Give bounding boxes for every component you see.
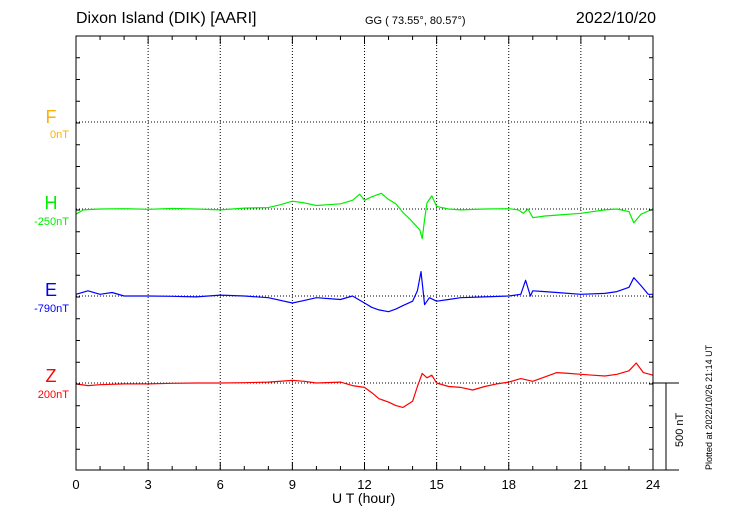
x-tick-label: 3 xyxy=(145,477,152,492)
series-line-z xyxy=(75,362,654,408)
channel-f-baseline: 0nT xyxy=(50,129,69,141)
channel-f-label: F xyxy=(45,107,57,127)
channel-z-label: Z xyxy=(45,366,57,386)
geographic-coordinates: GG ( 73.55°, 80.57°) xyxy=(365,15,466,27)
channel-e-baseline: -790nT xyxy=(34,303,69,315)
x-tick-label: 6 xyxy=(217,477,224,492)
series-line-e xyxy=(75,271,653,313)
station-title: Dixon Island (DIK) [AARI] xyxy=(76,10,257,27)
series-line-h xyxy=(75,192,654,240)
channel-z-baseline: 200nT xyxy=(37,389,69,401)
axis-layer: 0 3 6 9 12 15 18 21 24 xyxy=(72,35,679,492)
x-tick-label: 18 xyxy=(502,477,516,492)
scale-bar-label: 500 nT xyxy=(674,412,686,447)
date-label: 2022/10/20 xyxy=(575,10,656,27)
x-tick-label: 12 xyxy=(357,477,371,492)
channel-h-baseline: -250nT xyxy=(34,216,69,228)
channel-h-label: H xyxy=(44,193,58,213)
x-tick-label: 9 xyxy=(289,477,296,492)
channel-e-label: E xyxy=(44,280,57,300)
plotted-timestamp: Plotted at 2022/10/26 21:14 UT xyxy=(704,344,714,470)
x-tick-label: 15 xyxy=(429,477,443,492)
x-tick-label: 0 xyxy=(72,477,79,492)
x-tick-label: 21 xyxy=(574,477,588,492)
x-tick-label: 24 xyxy=(646,477,660,492)
series-layer xyxy=(75,192,654,408)
grid-layer xyxy=(76,36,653,470)
